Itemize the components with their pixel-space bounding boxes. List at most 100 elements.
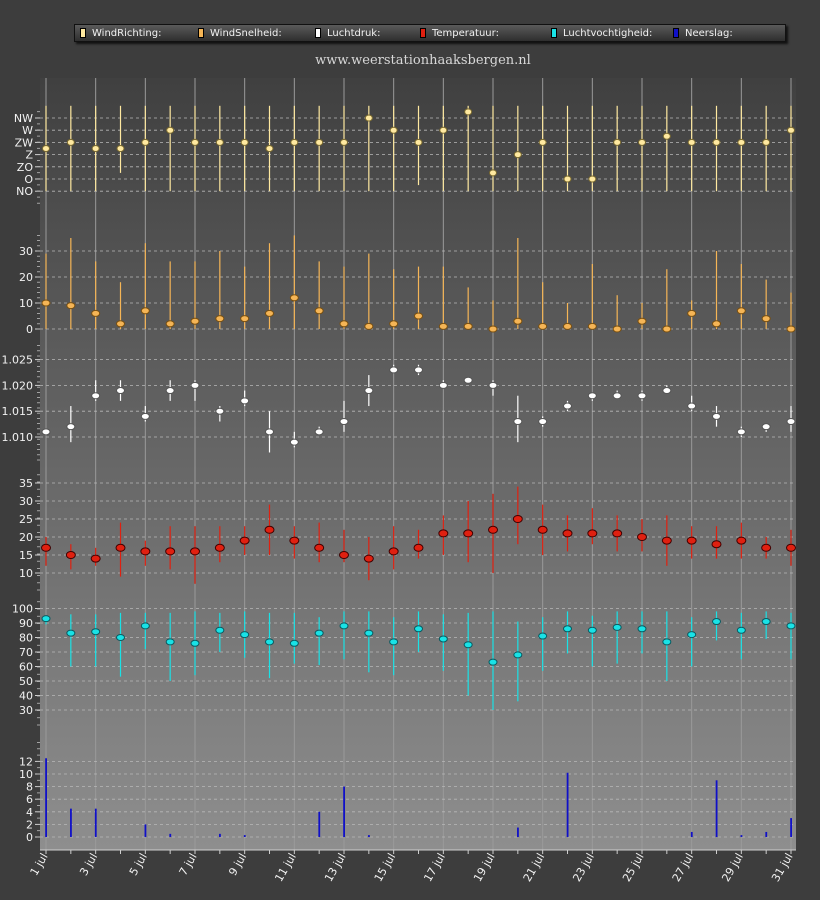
luchtvochtigheid-point bbox=[314, 629, 324, 637]
windrichting-point bbox=[66, 138, 75, 146]
windsnelheid-point bbox=[66, 302, 76, 310]
legend-item-luchtvochtigheid: Luchtvochtigheid: bbox=[551, 27, 652, 39]
windsnelheid-point bbox=[190, 317, 200, 325]
windrichting-point bbox=[364, 114, 373, 122]
y-tick-label: NW bbox=[14, 112, 33, 125]
windrichting-point bbox=[712, 138, 721, 146]
luchtvochtigheid-point bbox=[91, 628, 101, 636]
y-tick-label: ZO bbox=[17, 161, 34, 174]
luchtdruk-point bbox=[438, 381, 448, 389]
y-tick-label: W bbox=[22, 124, 33, 137]
y-tick-label: Z bbox=[25, 149, 33, 162]
temperatuur-point bbox=[562, 529, 573, 538]
windsnelheid-point bbox=[314, 307, 324, 315]
windrichting-point bbox=[315, 138, 324, 146]
luchtdruk-point bbox=[215, 407, 225, 415]
windrichting-point bbox=[687, 138, 696, 146]
luchtdruk-point bbox=[736, 428, 746, 436]
luchtdruk-point bbox=[662, 387, 672, 395]
y-tick-label: 60 bbox=[19, 661, 33, 674]
windsnelheid-point bbox=[488, 325, 498, 333]
temperatuur-point bbox=[711, 540, 722, 549]
luchtvochtigheid-point bbox=[165, 638, 175, 646]
luchtvochtigheid-point bbox=[66, 629, 76, 637]
y-tick-label: 30 bbox=[19, 245, 33, 258]
windrichting-point bbox=[141, 138, 150, 146]
neerslag-bar bbox=[765, 831, 768, 837]
x-tick-label: 23 jul bbox=[570, 851, 597, 884]
windsnelheid-point bbox=[587, 322, 597, 330]
windsnelheid-point bbox=[538, 322, 548, 330]
neerslag-bar bbox=[368, 835, 370, 837]
neerslag-bar bbox=[219, 833, 221, 837]
luchtdruk-point bbox=[165, 387, 175, 395]
luchtvochtigheid-point bbox=[736, 626, 746, 634]
windsnelheid-point bbox=[215, 315, 225, 323]
windsnelheid-point bbox=[414, 312, 423, 320]
y-tick-label: 6 bbox=[26, 793, 33, 806]
chart-legend: WindRichting: WindSnelheid: Luchtdruk: T… bbox=[74, 24, 786, 42]
luchtvochtigheid-point bbox=[438, 635, 448, 643]
site-url: www.weerstationhaaksbergen.nl bbox=[315, 53, 531, 68]
luchtdruk-point bbox=[761, 423, 771, 431]
y-tick-label: 50 bbox=[19, 675, 33, 688]
luchtdruk-point bbox=[786, 418, 796, 426]
luchtdruk-point bbox=[265, 428, 274, 436]
x-tick-label: 29 jul bbox=[719, 851, 746, 884]
luchtdruk-point bbox=[687, 402, 697, 410]
windrichting-point bbox=[638, 138, 646, 146]
y-tick-label: 4 bbox=[26, 806, 33, 819]
windsnelheid-point bbox=[289, 294, 299, 302]
legend-swatch-windsnelheid bbox=[198, 28, 204, 38]
temperatuur-point bbox=[239, 536, 250, 545]
y-tick-label: 100 bbox=[12, 603, 33, 616]
temperatuur-point bbox=[339, 551, 349, 559]
windrichting-point bbox=[513, 151, 522, 159]
windsnelheid-point bbox=[612, 325, 622, 333]
luchtdruk-point bbox=[41, 428, 51, 436]
y-tick-label: 10 bbox=[19, 768, 33, 781]
neerslag-bar bbox=[715, 780, 718, 837]
windsnelheid-point bbox=[41, 299, 51, 307]
windrichting-point bbox=[464, 108, 473, 116]
temperatuur-point bbox=[413, 543, 424, 552]
luchtvochtigheid-point bbox=[662, 638, 672, 646]
windrichting-point bbox=[439, 126, 448, 134]
luchtdruk-point bbox=[488, 381, 498, 389]
x-tick-label: 25 jul bbox=[620, 851, 647, 884]
temperatuur-point bbox=[165, 547, 176, 556]
x-tick-label: 1 jul bbox=[28, 851, 51, 878]
windrichting-point bbox=[42, 145, 50, 152]
neerslag-bar bbox=[94, 808, 97, 837]
windrichting-point bbox=[563, 175, 572, 183]
luchtvochtigheid-point bbox=[215, 626, 225, 634]
luchtvochtigheid-point bbox=[786, 622, 796, 630]
temperatuur-point bbox=[190, 547, 200, 556]
luchtvochtigheid-point bbox=[463, 641, 473, 649]
y-tick-label: 70 bbox=[19, 646, 33, 659]
temperatuur-point bbox=[264, 525, 275, 534]
luchtdruk-point bbox=[339, 418, 349, 426]
y-tick-label: 30 bbox=[19, 495, 33, 508]
luchtvochtigheid-point bbox=[240, 631, 250, 639]
luchtvochtigheid-point bbox=[190, 639, 200, 647]
windsnelheid-point bbox=[463, 322, 473, 330]
temperatuur-point bbox=[637, 533, 647, 541]
windsnelheid-point bbox=[662, 325, 672, 333]
luchtvochtigheid-point bbox=[612, 623, 622, 631]
windrichting-point bbox=[538, 138, 547, 146]
windsnelheid-point bbox=[364, 322, 374, 330]
luchtdruk-point bbox=[538, 418, 548, 426]
plot-background bbox=[40, 78, 796, 850]
neerslag-bar bbox=[169, 833, 172, 837]
luchtdruk-point bbox=[712, 412, 721, 420]
windrichting-point bbox=[191, 138, 199, 146]
temperatuur-point bbox=[115, 543, 126, 552]
neerslag-bar bbox=[740, 835, 743, 837]
windsnelheid-point bbox=[165, 320, 175, 328]
y-tick-label: NO bbox=[16, 185, 33, 198]
temperatuur-point bbox=[90, 554, 101, 563]
windsnelheid-point bbox=[91, 309, 101, 317]
windrichting-point bbox=[489, 169, 497, 177]
y-tick-label: 20 bbox=[19, 271, 33, 284]
